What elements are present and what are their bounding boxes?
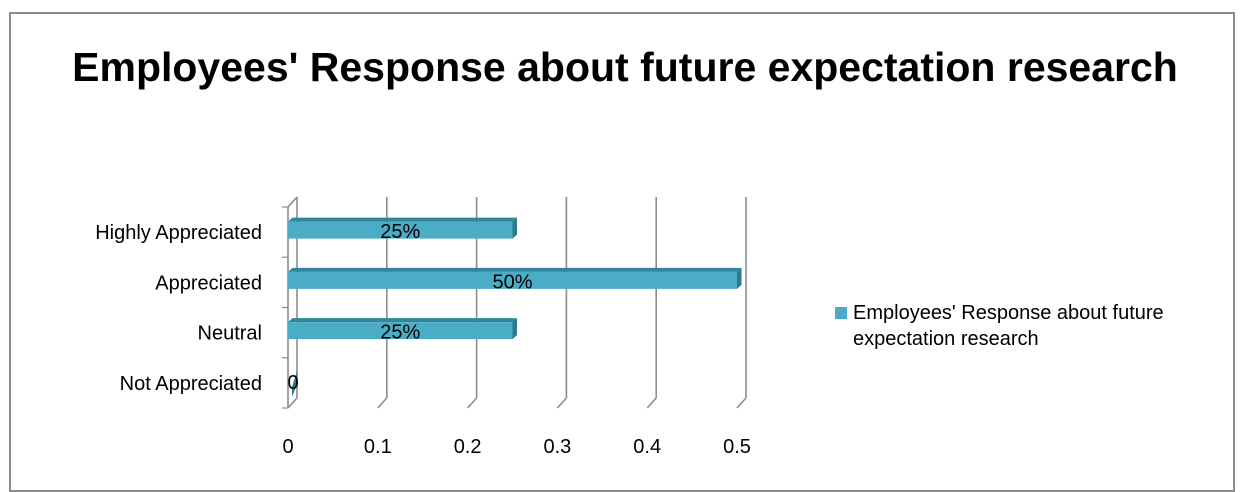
x-tick-label: 0.4 <box>633 436 661 458</box>
data-label: 50% <box>492 271 532 293</box>
chart-title: Employees' Response about future expecta… <box>72 44 1178 90</box>
y-tick-label: Neutral <box>198 323 262 345</box>
x-tick-label: 0.3 <box>543 436 571 458</box>
bar-end-face <box>512 217 517 239</box>
data-label: 0 <box>287 372 298 394</box>
bar-top-face <box>288 217 517 222</box>
y-tick-label: Not Appreciated <box>120 373 262 395</box>
bar <box>288 322 513 340</box>
legend-label: Employees' Response about future expecta… <box>853 302 1164 350</box>
bar-top-face <box>288 318 517 323</box>
gridline-floor <box>377 397 388 409</box>
x-tick-label: 0.2 <box>454 436 482 458</box>
y-tick-label: Highly Appreciated <box>95 222 262 244</box>
legend-swatch <box>835 307 847 319</box>
y-tick-label: Appreciated <box>155 272 262 294</box>
x-tick-label: 0 <box>282 436 293 458</box>
bar-zero <box>292 370 297 397</box>
gridline-floor <box>287 397 298 409</box>
chart-frame <box>9 12 1235 492</box>
gridline-floor <box>467 397 478 409</box>
gridline-floor <box>646 397 657 409</box>
data-label: 25% <box>380 221 420 243</box>
bar-top-face <box>288 267 742 272</box>
x-tick-label: 0.5 <box>723 436 751 458</box>
x-tick-label: 0.1 <box>364 436 392 458</box>
bar <box>288 221 513 239</box>
bar <box>288 271 737 289</box>
data-label: 25% <box>380 322 420 344</box>
y-axis-top-edge <box>287 196 298 208</box>
bar-end-face <box>512 318 517 340</box>
gridline-floor <box>736 397 747 409</box>
gridline-floor <box>556 397 567 409</box>
bar-end-face <box>737 267 742 289</box>
